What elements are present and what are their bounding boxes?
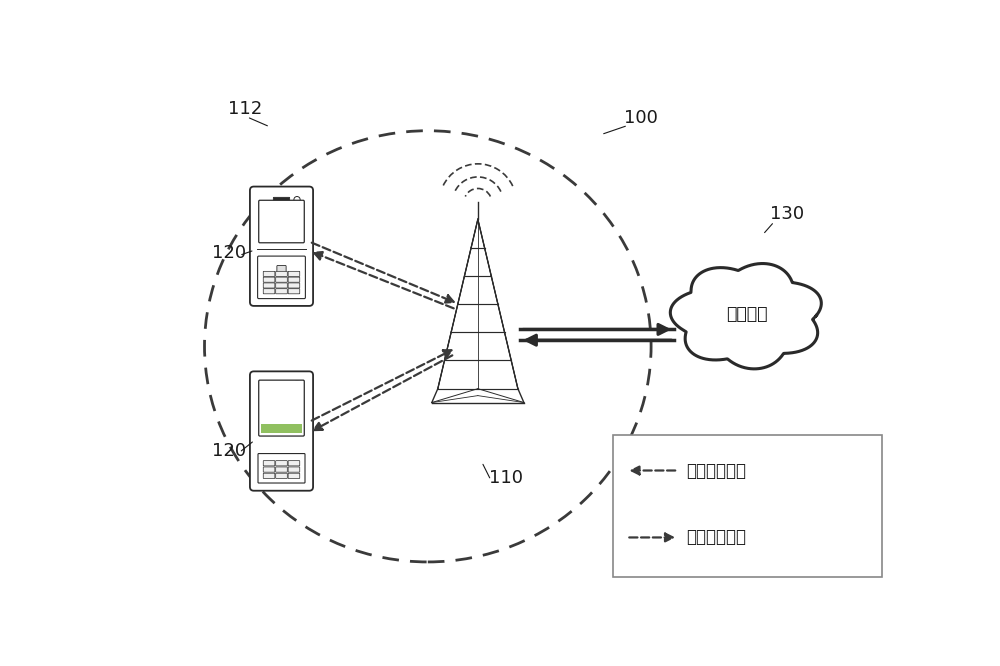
FancyBboxPatch shape [272,382,291,386]
FancyBboxPatch shape [276,283,287,288]
Bar [613,435,882,577]
FancyBboxPatch shape [288,271,300,276]
FancyBboxPatch shape [250,372,313,491]
FancyBboxPatch shape [258,256,305,298]
FancyBboxPatch shape [276,467,287,472]
FancyBboxPatch shape [259,200,304,243]
FancyBboxPatch shape [276,461,287,466]
FancyBboxPatch shape [273,197,290,202]
Text: 130: 130 [770,205,805,223]
Text: 上行链路连接: 上行链路连接 [686,462,746,480]
FancyBboxPatch shape [263,277,275,282]
Text: 回程网络: 回程网络 [727,305,768,323]
FancyBboxPatch shape [288,474,300,478]
Circle shape [295,382,299,386]
Text: 120: 120 [212,244,246,262]
FancyBboxPatch shape [263,289,275,294]
FancyBboxPatch shape [263,461,275,466]
FancyBboxPatch shape [288,283,300,288]
FancyBboxPatch shape [276,289,287,294]
FancyBboxPatch shape [263,474,275,478]
FancyBboxPatch shape [250,186,313,306]
FancyBboxPatch shape [277,266,286,275]
Circle shape [294,196,300,202]
Text: 120: 120 [212,442,246,460]
Text: 下行链路连接: 下行链路连接 [686,528,746,547]
Text: 100: 100 [624,109,658,127]
FancyBboxPatch shape [263,467,275,472]
Bar [261,424,302,434]
FancyBboxPatch shape [288,467,300,472]
FancyBboxPatch shape [263,271,275,276]
FancyBboxPatch shape [288,461,300,466]
Polygon shape [670,264,821,369]
FancyBboxPatch shape [276,277,287,282]
FancyBboxPatch shape [259,380,304,436]
FancyBboxPatch shape [276,271,287,276]
FancyBboxPatch shape [263,283,275,288]
Circle shape [294,381,300,386]
FancyBboxPatch shape [288,289,300,294]
Text: 112: 112 [228,100,262,118]
FancyBboxPatch shape [276,474,287,478]
FancyBboxPatch shape [258,454,305,483]
Circle shape [295,198,299,202]
FancyBboxPatch shape [288,277,300,282]
Text: 110: 110 [489,470,523,488]
